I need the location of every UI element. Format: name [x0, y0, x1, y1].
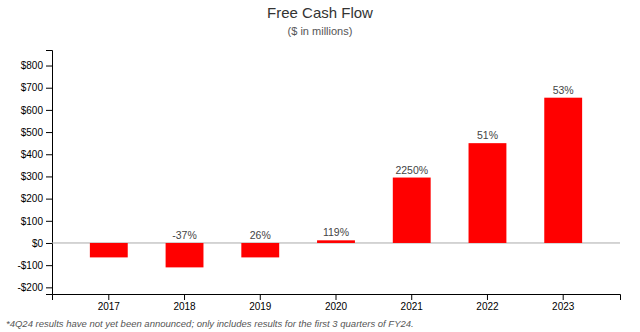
- x-tick-mark: [260, 294, 261, 300]
- x-tick: 2017: [98, 294, 121, 312]
- annotation: 26%: [250, 229, 271, 241]
- y-tick: -$200: [17, 282, 52, 293]
- y-tick-label: $300: [21, 171, 44, 182]
- x-tick-mark: [487, 294, 488, 300]
- y-tick: -$100: [17, 260, 52, 271]
- y-tick-mark: [46, 154, 52, 155]
- annotation: -37%: [172, 229, 197, 241]
- y-axis-line: [46, 51, 53, 295]
- bar: [90, 243, 128, 257]
- y-tick: $400: [21, 149, 52, 160]
- bar: [544, 98, 582, 243]
- y-tick: $300: [21, 171, 52, 182]
- x-tick-label: 2017: [98, 301, 121, 312]
- subtitle: ($ in millions): [288, 25, 353, 37]
- chart: Free Cash Flow ($ in millions) *4Q24 resul…: [0, 0, 640, 332]
- y-tick-mark: [46, 176, 52, 177]
- y-tick-label: $0: [32, 238, 44, 249]
- y-tick-mark: [46, 88, 52, 89]
- y-tick: $800: [21, 60, 52, 71]
- y-tick-mark: [46, 265, 52, 266]
- y-tick-mark: [46, 243, 52, 244]
- y-tick-mark: [46, 132, 52, 133]
- x-tick-label: 2018: [173, 301, 196, 312]
- annotation: 2250%: [395, 164, 428, 176]
- y-tick-label: $600: [21, 105, 44, 116]
- x-tick-label: 2023: [552, 301, 575, 312]
- y-tick-mark: [46, 110, 52, 111]
- y-tick-label: $400: [21, 149, 44, 160]
- bar: [393, 178, 431, 243]
- x-tick: 2022: [476, 294, 499, 312]
- footnote: *4Q24 results have not yet been announce…: [6, 318, 414, 329]
- x-tick-mark: [108, 294, 109, 300]
- x-tick: 2020: [325, 294, 348, 312]
- y-tick: $200: [21, 193, 52, 204]
- marks: [52, 98, 620, 268]
- annotation: 51%: [477, 129, 498, 141]
- annotations: -37% 26% 119% 2250% 51% 53%: [172, 84, 573, 241]
- x-tick-label: 2021: [401, 301, 424, 312]
- y-tick-label: -$200: [17, 282, 43, 293]
- y-tick-label: $700: [21, 82, 44, 93]
- y-tick-label: $800: [21, 60, 44, 71]
- x-tick-mark: [411, 294, 412, 300]
- y-tick: $500: [21, 127, 52, 138]
- bar: [166, 243, 204, 267]
- y-axis: -$200 -$100 $0 $100 $200 $300 $400 $500 $600 $700…: [17, 51, 52, 295]
- y-tick: $0: [32, 238, 52, 249]
- x-tick-label: 2022: [476, 301, 499, 312]
- x-tick-mark: [336, 294, 337, 300]
- y-tick-mark: [46, 199, 52, 200]
- x-tick-mark: [563, 294, 564, 300]
- y-tick: $600: [21, 105, 52, 116]
- annotation: 119%: [323, 226, 349, 238]
- x-tick: 2021: [401, 294, 424, 312]
- bar: [469, 143, 507, 243]
- y-tick: $100: [21, 216, 52, 227]
- x-tick: 2018: [173, 294, 196, 312]
- x-tick: 2019: [249, 294, 272, 312]
- y-tick-label: -$100: [17, 260, 43, 271]
- bar: [317, 240, 355, 243]
- x-tick-label: 2019: [249, 301, 272, 312]
- y-tick-label: $100: [21, 216, 44, 227]
- y-tick-label: $200: [21, 193, 44, 204]
- bar: [241, 243, 279, 257]
- y-tick-mark: [46, 287, 52, 288]
- y-tick-mark: [46, 221, 52, 222]
- annotation: 53%: [553, 84, 574, 96]
- y-tick: $700: [21, 82, 52, 93]
- x-tick: 2023: [552, 294, 575, 312]
- title: Free Cash Flow: [267, 4, 373, 21]
- x-tick-label: 2020: [325, 301, 348, 312]
- x-axis: 2017 2018 2019 2020 2021 2022 2023: [53, 294, 621, 312]
- y-tick-mark: [46, 66, 52, 67]
- x-tick-mark: [184, 294, 185, 300]
- x-axis-line: [53, 295, 621, 301]
- y-tick-label: $500: [21, 127, 44, 138]
- plot: -$200 -$100 $0 $100 $200 $300 $400 $500 $600 $700…: [17, 51, 620, 313]
